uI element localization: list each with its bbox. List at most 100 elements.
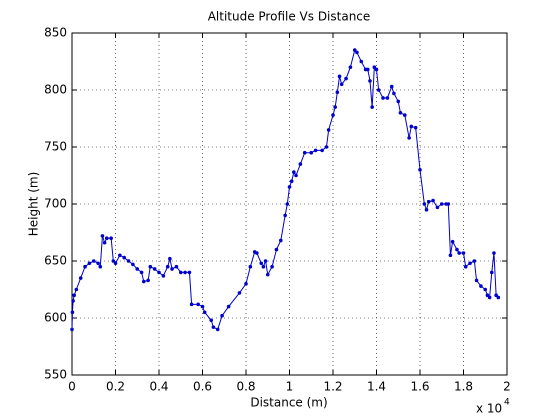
data-point	[189, 302, 194, 307]
data-point	[326, 128, 331, 132]
data-point	[435, 205, 440, 210]
data-point	[483, 287, 488, 292]
data-point	[211, 325, 216, 329]
y-tick-label: 700	[44, 197, 67, 211]
x-tick-label: 0.8	[236, 380, 255, 394]
data-point	[244, 282, 248, 286]
data-point	[368, 79, 372, 83]
data-point	[170, 267, 174, 271]
data-point	[70, 310, 75, 315]
data-point	[335, 90, 340, 95]
data-point	[87, 261, 92, 266]
data-point	[100, 234, 105, 238]
data-point	[496, 295, 501, 300]
data-point	[474, 278, 479, 283]
data-point	[376, 88, 381, 92]
data-point	[174, 264, 179, 269]
data-point	[450, 239, 455, 244]
data-point	[105, 236, 109, 240]
data-point	[398, 111, 403, 115]
data-point	[161, 274, 166, 278]
data-point	[237, 291, 242, 295]
data-point	[102, 240, 107, 245]
data-point	[292, 170, 296, 174]
data-point	[109, 236, 113, 240]
x-tick-label: 1.4	[367, 380, 386, 394]
data-point	[302, 150, 307, 155]
data-point	[71, 299, 75, 303]
data-point	[413, 125, 418, 130]
y-tick-label: 550	[44, 368, 67, 382]
data-point	[313, 148, 318, 153]
data-point	[402, 113, 407, 117]
data-point	[446, 202, 451, 206]
x-tick-label: 2	[503, 380, 511, 394]
data-point	[298, 162, 303, 166]
data-point	[265, 272, 270, 277]
axes-box	[71, 32, 508, 376]
y-tick-label: 850	[44, 26, 67, 40]
data-point	[348, 65, 353, 69]
data-point	[374, 67, 379, 72]
data-point	[202, 310, 207, 315]
data-point	[489, 270, 494, 275]
data-point	[96, 261, 100, 266]
data-point	[422, 202, 427, 206]
data-point	[392, 91, 396, 96]
data-point	[122, 255, 126, 260]
data-point	[141, 279, 146, 284]
x-tick-label: 0.4	[149, 380, 168, 394]
data-point	[431, 198, 435, 203]
data-point	[168, 256, 172, 261]
data-point	[339, 82, 344, 87]
data-point	[279, 238, 283, 243]
y-tick-label: 750	[44, 140, 67, 154]
data-point	[113, 261, 118, 266]
x-axis-label: Distance (m)	[250, 396, 327, 410]
data-point	[366, 67, 370, 72]
data-point	[146, 278, 150, 283]
data-point	[494, 293, 498, 298]
data-point	[83, 264, 87, 269]
data-point	[337, 74, 342, 79]
x-tick-label: 1	[286, 380, 294, 394]
data-point	[178, 270, 183, 275]
x-tick-label: 1.6	[410, 380, 429, 394]
data-point	[324, 145, 329, 149]
data-point	[255, 251, 259, 255]
data-point	[78, 276, 83, 280]
data-point	[152, 267, 157, 271]
data-point	[91, 259, 96, 263]
data-point	[200, 304, 205, 309]
data-point	[72, 293, 76, 298]
data-point	[196, 302, 200, 307]
data-point	[344, 76, 348, 81]
data-point	[98, 264, 103, 269]
data-point	[461, 251, 466, 255]
data-point	[355, 50, 359, 55]
data-point	[385, 96, 390, 100]
x-tick-label: 1.2	[323, 380, 342, 394]
x-tick-label: 1.8	[454, 380, 473, 394]
y-tick-label: 600	[44, 311, 67, 325]
data-point	[74, 287, 79, 292]
data-point	[320, 148, 324, 153]
data-point	[139, 270, 144, 275]
data-point	[359, 59, 364, 64]
data-point	[333, 105, 337, 109]
data-point	[485, 293, 490, 298]
y-axis-label: Height (m)	[27, 172, 41, 237]
data-point	[409, 124, 414, 129]
data-point	[468, 261, 472, 266]
data-point	[261, 264, 266, 269]
data-point	[381, 96, 385, 100]
data-point	[126, 259, 131, 263]
data-point	[396, 99, 401, 104]
data-point	[118, 253, 122, 258]
data-point	[455, 247, 459, 252]
data-point	[283, 213, 287, 218]
x-tick-label: 0.6	[193, 380, 212, 394]
data-point	[287, 185, 292, 189]
